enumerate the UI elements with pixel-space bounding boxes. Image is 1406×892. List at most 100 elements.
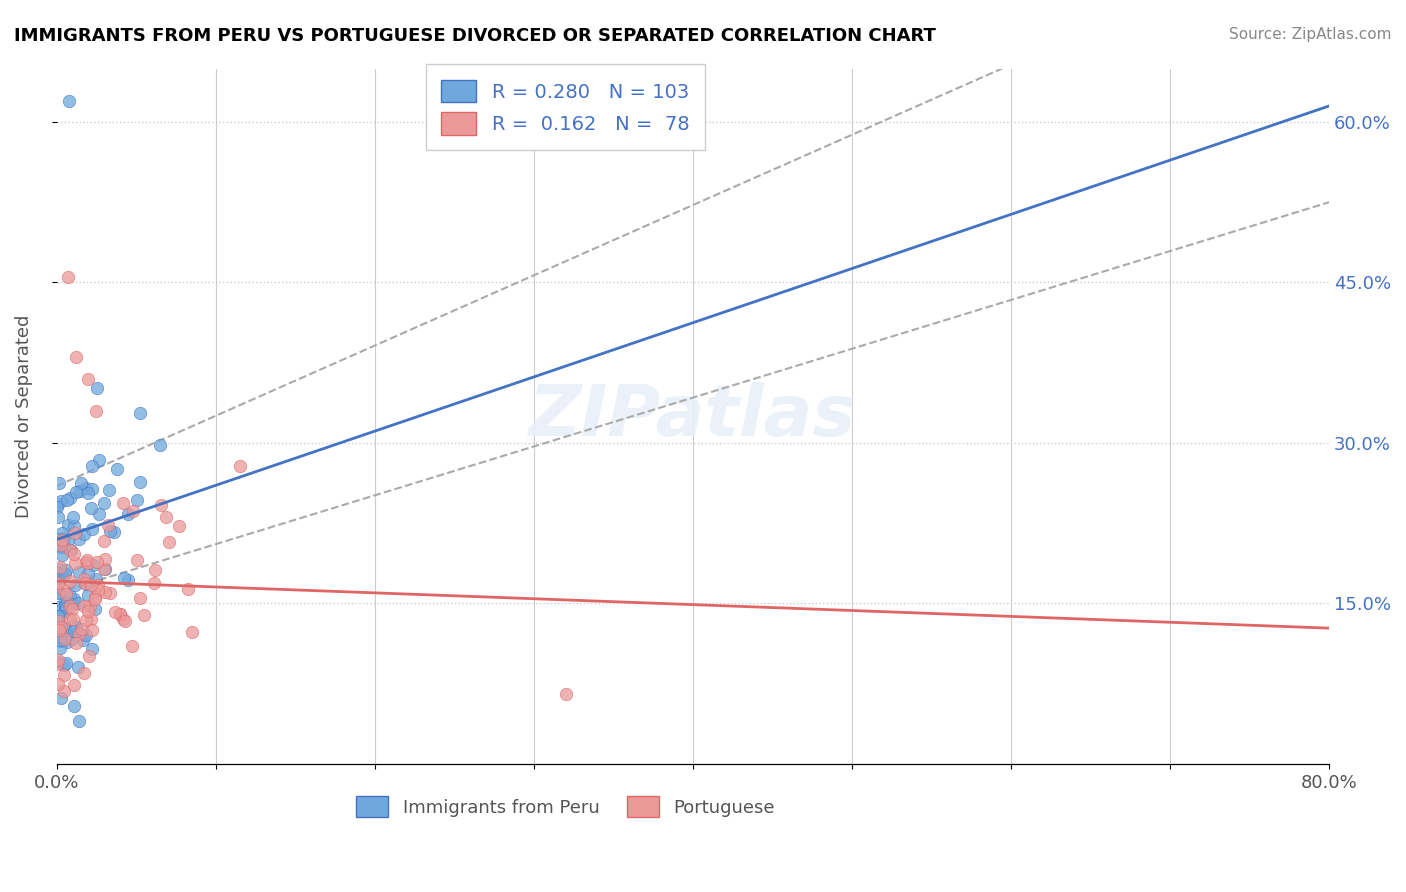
Point [51, 494, 73, 508]
Point [55, 656, 77, 670]
Point [56, 493, 79, 508]
Point [80, 522, 103, 536]
Point [129, 475, 152, 490]
Point [84, 602, 107, 616]
Point [46, 500, 69, 514]
Point [75, 481, 97, 495]
Point [55, 601, 77, 615]
Point [49, 562, 72, 576]
Point [129, 406, 152, 420]
Point [75, 628, 97, 642]
Point [53, 632, 76, 646]
Point [53, 621, 76, 635]
Point [59, 542, 82, 557]
Point [46, 566, 69, 580]
Point [63, 678, 86, 692]
Point [49, 620, 72, 634]
Point [55, 587, 77, 601]
Point [73, 572, 96, 586]
Point [56, 517, 79, 532]
Point [59, 574, 82, 589]
Point [104, 605, 127, 619]
Point [177, 582, 200, 596]
Point [62, 597, 84, 611]
Point [49, 634, 72, 648]
Point [121, 640, 143, 654]
Point [55, 29, 77, 44]
Point [46, 571, 69, 585]
Point [76, 557, 98, 571]
Text: ZIPatlas: ZIPatlas [529, 382, 856, 450]
Point [48, 640, 70, 655]
Point [75, 613, 97, 627]
Point [84, 591, 107, 606]
Point [66, 624, 89, 639]
Point [167, 519, 190, 533]
Point [67, 714, 90, 728]
Point [143, 563, 166, 577]
Point [72, 633, 94, 648]
Point [97, 518, 120, 533]
Point [49, 536, 72, 550]
Point [58, 94, 80, 108]
Point [53, 540, 76, 554]
Point [98, 524, 121, 538]
Point [111, 612, 134, 626]
Point [63, 547, 86, 561]
Point [67, 627, 90, 641]
Point [51, 570, 73, 584]
Point [229, 459, 252, 474]
Point [117, 574, 139, 588]
Point [53, 598, 76, 612]
Point [65, 485, 87, 500]
Point [76, 486, 98, 500]
Point [49, 690, 72, 705]
Point [69, 476, 91, 491]
Point [65, 556, 87, 570]
Point [46, 600, 69, 615]
Point [180, 625, 202, 640]
Point [49, 538, 72, 552]
Point [67, 565, 90, 579]
Point [51, 533, 73, 548]
Y-axis label: Divorced or Separated: Divorced or Separated [15, 315, 32, 518]
Point [53, 595, 76, 609]
Point [80, 577, 103, 591]
Point [65, 636, 87, 650]
Point [82, 558, 104, 573]
Point [72, 666, 94, 681]
Point [55, 563, 77, 577]
Point [56, 270, 79, 285]
Point [67, 596, 90, 610]
Point [150, 499, 173, 513]
Text: IMMIGRANTS FROM PERU VS PORTUGUESE DIVORCED OR SEPARATED CORRELATION CHART: IMMIGRANTS FROM PERU VS PORTUGUESE DIVOR… [14, 27, 936, 45]
Point [48, 632, 70, 647]
Point [52, 582, 75, 596]
Point [48, 509, 70, 524]
Point [49, 609, 72, 624]
Point [73, 527, 96, 541]
Point [86, 380, 108, 394]
Point [134, 607, 156, 622]
Point [48, 609, 70, 624]
Point [51, 549, 73, 563]
Point [46, 677, 69, 691]
Point [67, 660, 90, 674]
Point [94, 584, 117, 599]
Point [63, 698, 86, 713]
Point [75, 555, 97, 569]
Point [67, 532, 90, 546]
Text: Source: ZipAtlas.com: Source: ZipAtlas.com [1229, 27, 1392, 42]
Point [52, 531, 75, 545]
Point [82, 624, 104, 638]
Point [84, 572, 107, 586]
Point [125, 553, 148, 567]
Point [51, 602, 73, 616]
Point [53, 668, 76, 682]
Point [93, 562, 115, 576]
Point [112, 570, 135, 584]
Point [93, 562, 115, 576]
Point [48, 476, 70, 491]
Point [59, 491, 82, 506]
Point [80, 612, 103, 626]
